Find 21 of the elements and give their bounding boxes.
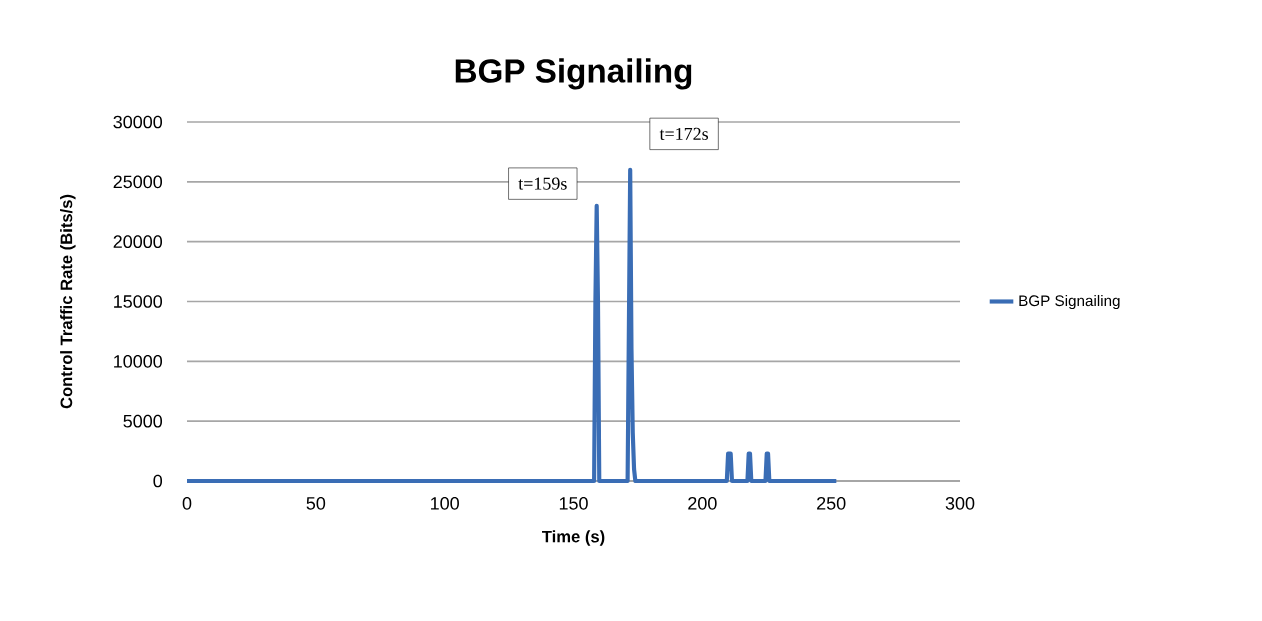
x-tick-label: 300 bbox=[945, 496, 975, 510]
y-tick-label: 5000 bbox=[123, 414, 163, 428]
legend-label: BGP Signailing bbox=[1019, 294, 1120, 310]
y-tick-label: 15000 bbox=[114, 295, 163, 308]
x-tick-label: 250 bbox=[817, 496, 846, 510]
y-tick-label: 10000 bbox=[114, 354, 163, 368]
x-tick-label: 100 bbox=[431, 496, 459, 510]
y-tick-label: 25000 bbox=[113, 175, 163, 189]
x-axis-title: Time (s) bbox=[542, 530, 605, 546]
y-tick-label: 20000 bbox=[113, 235, 163, 249]
x-tick-label: 50 bbox=[306, 496, 326, 510]
annotation: t=172s bbox=[659, 127, 709, 140]
y-tick-label: 0 bbox=[153, 474, 163, 488]
x-tick-label: 0 bbox=[182, 496, 192, 510]
y-axis-title: Control Traffic Rate (Bits/s) bbox=[60, 194, 76, 409]
annotation: t=159s bbox=[518, 177, 567, 190]
line-series bbox=[184, 167, 839, 484]
y-tick-label: 30000 bbox=[113, 115, 163, 129]
x-tick-label: 200 bbox=[688, 496, 717, 510]
x-tick-label: 150 bbox=[559, 496, 588, 510]
chart-title: BGP Signailing bbox=[455, 58, 692, 90]
